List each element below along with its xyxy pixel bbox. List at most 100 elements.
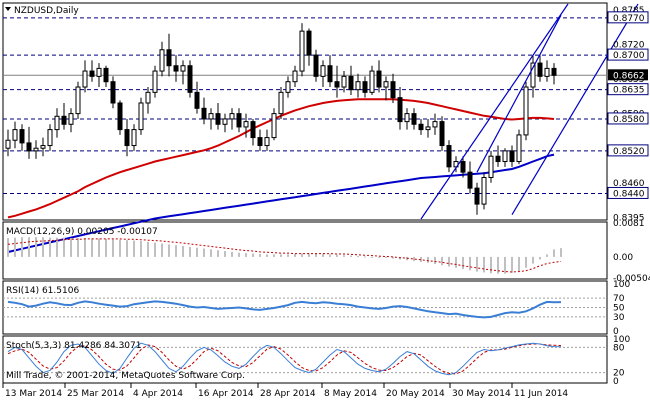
level-price-label: 0.8520 — [613, 147, 645, 157]
macd-histogram-bar — [350, 255, 352, 257]
candle-bull — [96, 67, 102, 77]
macd-histogram-bar — [504, 256, 506, 274]
macd-histogram-bar — [42, 237, 44, 257]
candle-bull — [502, 150, 508, 163]
macd-histogram-bar — [448, 256, 450, 267]
macd-histogram-bar — [511, 256, 513, 273]
macd-histogram-bar — [483, 256, 485, 273]
macd-histogram-bar — [49, 237, 51, 257]
candle-bear — [446, 145, 452, 168]
macd-histogram-bar — [301, 253, 303, 257]
macd-histogram-bar — [385, 256, 387, 258]
macd-histogram-bar — [427, 256, 429, 263]
candle-bull — [481, 176, 487, 205]
trend-channel — [420, 3, 639, 220]
candle-bear — [418, 123, 424, 131]
stoch-tick-label: 20 — [613, 369, 625, 379]
candle-bear — [19, 129, 25, 144]
rsi-tick-label: 0 — [613, 327, 619, 337]
level-price-label: 0.8580 — [613, 115, 645, 125]
symbol-label: NZDUSD,Daily — [14, 6, 79, 16]
macd-histogram-bar — [364, 256, 366, 258]
macd-histogram-bar — [210, 249, 212, 257]
candle-bull — [404, 113, 410, 123]
macd-histogram-bar — [420, 256, 422, 262]
macd-histogram-bar — [203, 248, 205, 257]
level-price-tag — [607, 11, 649, 24]
candle-bull — [369, 70, 375, 93]
collapse-triangle-icon[interactable] — [5, 7, 11, 11]
candle-bear — [334, 81, 340, 88]
candle-bull — [68, 113, 74, 125]
macd-histogram-bar — [35, 237, 37, 257]
candle-bear — [495, 155, 501, 163]
candle-bear — [467, 171, 473, 189]
candle-bull — [271, 113, 277, 139]
candle-bull — [229, 113, 235, 120]
candle-bull — [264, 137, 270, 147]
stoch-tick-label: 80 — [613, 343, 625, 353]
macd-histogram-bar — [336, 254, 338, 257]
macd-tick-label: 0.0081 — [613, 219, 645, 229]
candle-bull — [523, 86, 529, 136]
macd-histogram-bar — [497, 256, 499, 274]
macd-histogram-bar — [546, 254, 548, 257]
macd-histogram-bar — [252, 253, 254, 257]
ma-slow-line — [7, 153, 555, 253]
candle-bear — [110, 81, 116, 104]
candle-bear — [26, 142, 32, 152]
macd-histogram-bar — [168, 244, 170, 257]
date-label: 13 Mar 2014 — [5, 389, 62, 399]
macd-histogram-bar — [455, 256, 457, 268]
macd-histogram-bar — [371, 256, 373, 258]
candle-bull — [516, 134, 522, 163]
level-price-label: 0.8662 — [613, 71, 645, 81]
candle-bull — [47, 129, 53, 147]
macd-tick-label: 0.00 — [613, 253, 633, 263]
macd-histogram-bar — [322, 253, 324, 257]
candle-bull — [222, 118, 228, 125]
macd-histogram-bar — [161, 243, 163, 257]
level-price-label: 0.8700 — [613, 51, 645, 61]
macd-histogram-bar — [119, 239, 121, 257]
candle-bull — [292, 70, 298, 83]
candle-bull — [54, 115, 60, 131]
macd-histogram-bar — [140, 240, 142, 257]
macd-histogram-bar — [7, 238, 9, 257]
candle-bull — [544, 67, 550, 77]
macd-histogram-bar — [70, 238, 72, 257]
macd-histogram-bar — [518, 256, 520, 272]
candle-bear — [460, 161, 466, 173]
price-tick-label: 0.8720 — [613, 40, 645, 50]
level-price-tag — [607, 144, 649, 157]
candle-bear — [166, 49, 172, 67]
stoch-tick-label: 100 — [613, 335, 630, 345]
macd-histogram-bar — [434, 256, 436, 265]
macd-histogram-bar — [182, 246, 184, 257]
macd-histogram-bar — [126, 240, 128, 257]
macd-histogram-bar — [56, 237, 58, 257]
candle-bear — [215, 113, 221, 125]
macd-histogram-bar — [154, 242, 156, 257]
macd-histogram-bar — [245, 253, 247, 257]
rsi-tick-label: 70 — [613, 294, 625, 304]
price-tick-label: 0.8785 — [613, 6, 645, 16]
date-label: 16 Apr 2014 — [198, 389, 254, 399]
channel-line — [511, 3, 639, 216]
candle-bear — [362, 81, 368, 93]
candle-bear — [474, 187, 480, 205]
candle-bear — [390, 81, 396, 99]
rsi-line — [7, 300, 562, 319]
macd-histogram-bar — [476, 256, 478, 272]
candle-bear — [509, 150, 515, 163]
macd-histogram-bar — [217, 250, 219, 257]
channel-line — [420, 3, 569, 220]
macd-histogram-bar — [560, 248, 562, 257]
macd-histogram-bar — [308, 253, 310, 257]
macd-histogram-bar — [266, 254, 268, 257]
rsi-tick-label: 100 — [613, 280, 630, 290]
macd-histogram-bar — [231, 251, 233, 257]
level-price-tag — [607, 48, 649, 61]
